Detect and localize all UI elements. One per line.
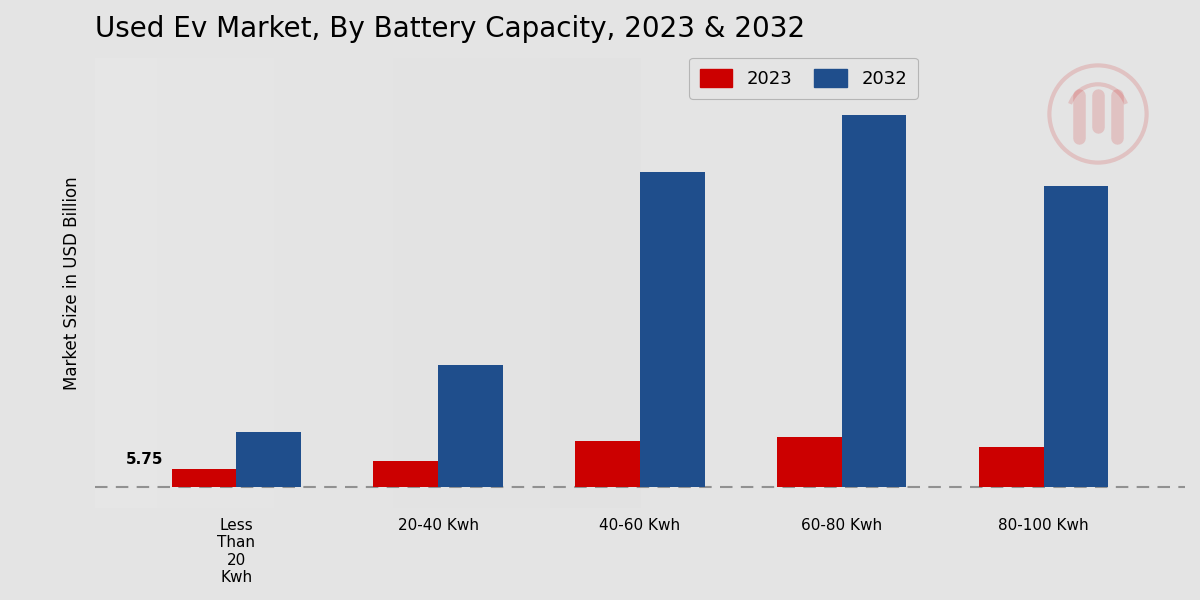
Bar xyxy=(778,437,842,487)
Bar xyxy=(842,115,906,487)
Bar xyxy=(640,172,704,487)
Y-axis label: Market Size in USD Billion: Market Size in USD Billion xyxy=(62,176,82,390)
Bar xyxy=(1044,187,1109,487)
Bar xyxy=(172,469,236,487)
Text: 5.75: 5.75 xyxy=(126,452,163,467)
Text: Used Ev Market, By Battery Capacity, 2023 & 2032: Used Ev Market, By Battery Capacity, 202… xyxy=(95,15,805,43)
Bar xyxy=(373,461,438,487)
Bar xyxy=(236,433,301,487)
Bar xyxy=(979,446,1044,487)
Bar xyxy=(575,441,640,487)
Legend: 2023, 2032: 2023, 2032 xyxy=(689,58,918,99)
Bar xyxy=(438,365,503,487)
